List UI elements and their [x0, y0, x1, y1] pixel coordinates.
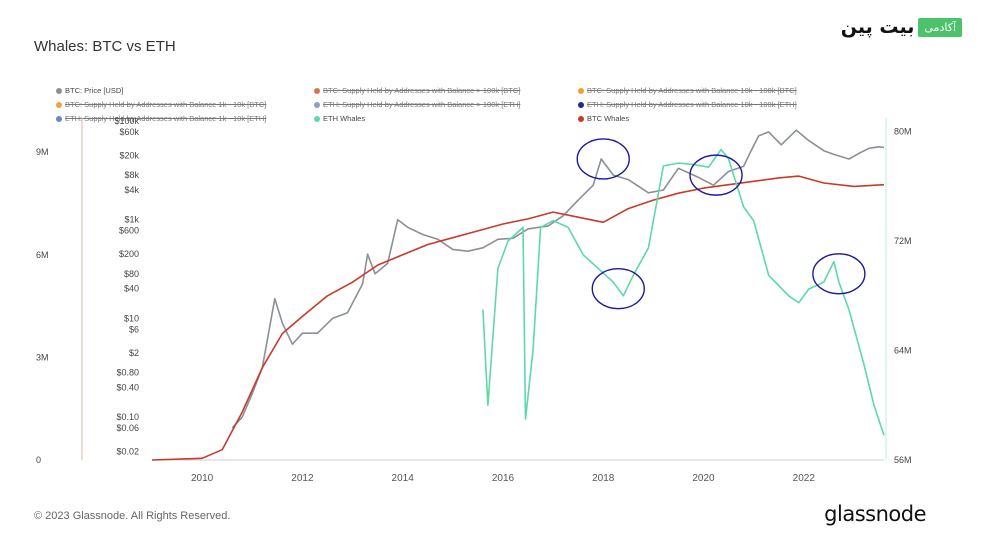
legend-label: BTC: Supply Held by Addresses with Balan…: [587, 86, 797, 95]
right-tick-label: 56M: [894, 455, 912, 465]
annotation-circle: [576, 138, 630, 180]
price-tick-label: $60k: [119, 127, 139, 137]
legend-dot: [314, 101, 320, 108]
x-tick-label: 2010: [191, 473, 214, 484]
legend-dot: [314, 115, 320, 122]
legend-item[interactable]: ETH: Supply Held by Addresses with Balan…: [578, 100, 797, 109]
price-tick-label: $1k: [124, 215, 139, 225]
legend-dot: [314, 87, 320, 94]
legend-dot: [578, 115, 584, 122]
legend-item[interactable]: BTC: Supply Held by Addresses with Balan…: [314, 86, 520, 95]
price-tick-label: $0.10: [116, 412, 139, 422]
price-tick-label: $0.80: [116, 368, 139, 378]
price-tick-label: $6: [129, 324, 139, 334]
price-tick-label: $40: [124, 284, 139, 294]
legend-item[interactable]: BTC Whales: [578, 114, 629, 123]
legend-label: ETH: Supply Held by Addresses with Balan…: [65, 114, 267, 123]
eth-whales-line: [482, 148, 885, 436]
right-tick-label: 64M: [894, 346, 912, 356]
brand-logo: بیت پین آکادمی: [841, 14, 962, 40]
annotation-circle: [689, 154, 743, 196]
legend-label: BTC Whales: [587, 114, 630, 123]
legend-item[interactable]: BTC: Price [USD]: [56, 86, 123, 95]
left-tick-label: 3M: [36, 352, 49, 362]
legend-dot: [56, 101, 62, 108]
right-tick-label: 80M: [894, 127, 912, 137]
legend-dot: [578, 101, 584, 108]
legend-label: BTC: Price [USD]: [65, 86, 124, 95]
annotation-circle: [812, 253, 866, 295]
price-tick-label: $20k: [119, 150, 139, 160]
legend-item[interactable]: BTC: Supply Held by Addresses with Balan…: [578, 86, 797, 95]
btc-whales-line: [151, 175, 885, 461]
price-tick-label: $8k: [124, 170, 139, 180]
legend-label: ETH: Supply Held by Addresses with Balan…: [587, 100, 797, 109]
price-tick-label: $200: [119, 249, 139, 259]
x-tick-label: 2018: [592, 473, 615, 484]
legend-item[interactable]: ETH Whales: [314, 114, 365, 123]
legend-item[interactable]: BTC: Supply Held by Addresses with Balan…: [56, 100, 266, 109]
brand-tag: آکادمی: [918, 17, 962, 37]
price-tick-label: $2: [129, 348, 139, 358]
btc-price-line: [231, 129, 885, 429]
x-tick-label: 2022: [793, 473, 816, 484]
legend-label: BTC: Supply Held by Addresses with Balan…: [65, 100, 267, 109]
legend-dot: [56, 115, 62, 122]
price-tick-label: $80: [124, 269, 139, 279]
brand-name: بیت پین: [840, 16, 915, 38]
copyright: © 2023 Glassnode. All Rights Reserved.: [34, 510, 231, 522]
price-tick-label: $10: [124, 313, 139, 323]
legend-label: BTC: Supply Held by Addresses with Balan…: [323, 86, 521, 95]
legend-label: ETH: Supply Held by Addresses with Balan…: [323, 100, 521, 109]
price-tick-label: $0.06: [116, 423, 139, 433]
legend-dot: [56, 87, 62, 94]
left-tick-label: 6M: [36, 250, 49, 260]
price-tick-label: $4k: [124, 185, 139, 195]
price-tick-label: $0.40: [116, 382, 139, 392]
price-tick-label: $600: [119, 226, 139, 236]
x-tick-label: 2012: [291, 473, 314, 484]
glassnode-logo: glassnode: [824, 502, 926, 526]
legend-item[interactable]: ETH: Supply Held by Addresses with Balan…: [56, 114, 266, 123]
page-title: Whales: BTC vs ETH: [34, 38, 176, 55]
price-tick-label: $0.02: [116, 447, 139, 457]
legend-item[interactable]: ETH: Supply Held by Addresses with Balan…: [314, 100, 520, 109]
left-tick-label: 0: [36, 455, 41, 465]
x-tick-label: 2016: [492, 473, 515, 484]
chart-legend: BTC: Price [USD] BTC: Supply Held by Add…: [56, 86, 856, 126]
legend-dot: [578, 87, 584, 94]
right-tick-label: 72M: [894, 236, 912, 246]
x-tick-label: 2020: [692, 473, 715, 484]
legend-label: ETH Whales: [323, 114, 366, 123]
annotation-circle: [591, 267, 645, 310]
x-tick-label: 2014: [392, 473, 415, 484]
left-tick-label: 9M: [36, 147, 49, 157]
